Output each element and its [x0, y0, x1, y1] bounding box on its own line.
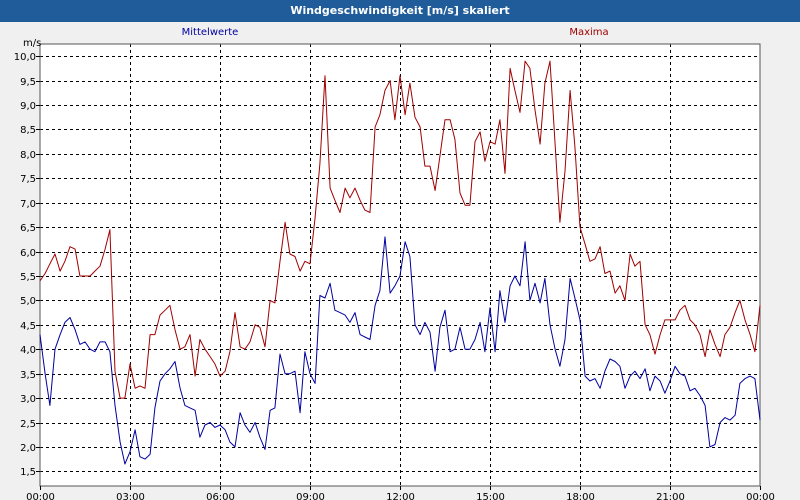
y-tick-label: 9,0	[20, 101, 36, 112]
y-tick-label: 5,0	[20, 296, 36, 307]
y-tick-label: 4,0	[20, 345, 36, 356]
x-tick-time: 09:00	[296, 492, 325, 500]
y-tick-label: 9,5	[20, 77, 36, 88]
y-tick-label: 3,5	[20, 370, 36, 381]
x-tick-time: 12:00	[386, 492, 415, 500]
y-tick-label: 2,5	[20, 419, 36, 430]
x-tick-time: 00:00	[26, 492, 55, 500]
y-tick-label: 4,5	[20, 321, 36, 332]
legend-mittelwerte: Mittelwerte	[182, 27, 239, 38]
y-tick-label: 3,0	[20, 394, 36, 405]
y-tick-label: 1,5	[20, 467, 36, 478]
x-tick-time: 03:00	[116, 492, 145, 500]
y-tick-label: 2,0	[20, 443, 36, 454]
y-axis-unit: m/s	[23, 38, 41, 49]
x-tick-time: 18:00	[566, 492, 595, 500]
x-tick-time: 06:00	[206, 492, 235, 500]
series-lines	[39, 60, 761, 465]
y-tick-label: 8,0	[20, 150, 36, 161]
y-axis-ticks: 1,5 2,0 2,5 3,0 3,5 4,0 4,5 5,0 5,5 6,0 6,5 7,0 7,5 8…	[14, 52, 40, 478]
y-tick-label: 7,5	[20, 174, 36, 185]
grid	[40, 44, 760, 486]
y-tick-label: 5,5	[20, 272, 36, 283]
y-tick-label: 6,0	[20, 248, 36, 259]
legend-maxima: Maxima	[569, 27, 608, 38]
y-tick-label: 6,5	[20, 223, 36, 234]
wind-speed-chart: m/s Mittelwerte Maxima 1,5 2,0 2,5 3,0 3,5 4,…	[14, 27, 775, 500]
series-maxima-line	[39, 60, 761, 399]
y-tick-label: 7,0	[20, 199, 36, 210]
x-tick-time: 00:00	[746, 492, 775, 500]
x-tick-time: 15:00	[476, 492, 505, 500]
x-tick-time: 21:00	[656, 492, 685, 500]
x-axis-ticks: 00:0017.06.1803:0017.06.1806:0017.06.180…	[26, 486, 775, 500]
y-tick-label: 10,0	[14, 52, 36, 63]
series-mittelwerte-line	[39, 236, 761, 465]
window-title: Windgeschwindigkeit [m/s] skaliert	[0, 0, 800, 22]
y-tick-label: 8,5	[20, 125, 36, 136]
